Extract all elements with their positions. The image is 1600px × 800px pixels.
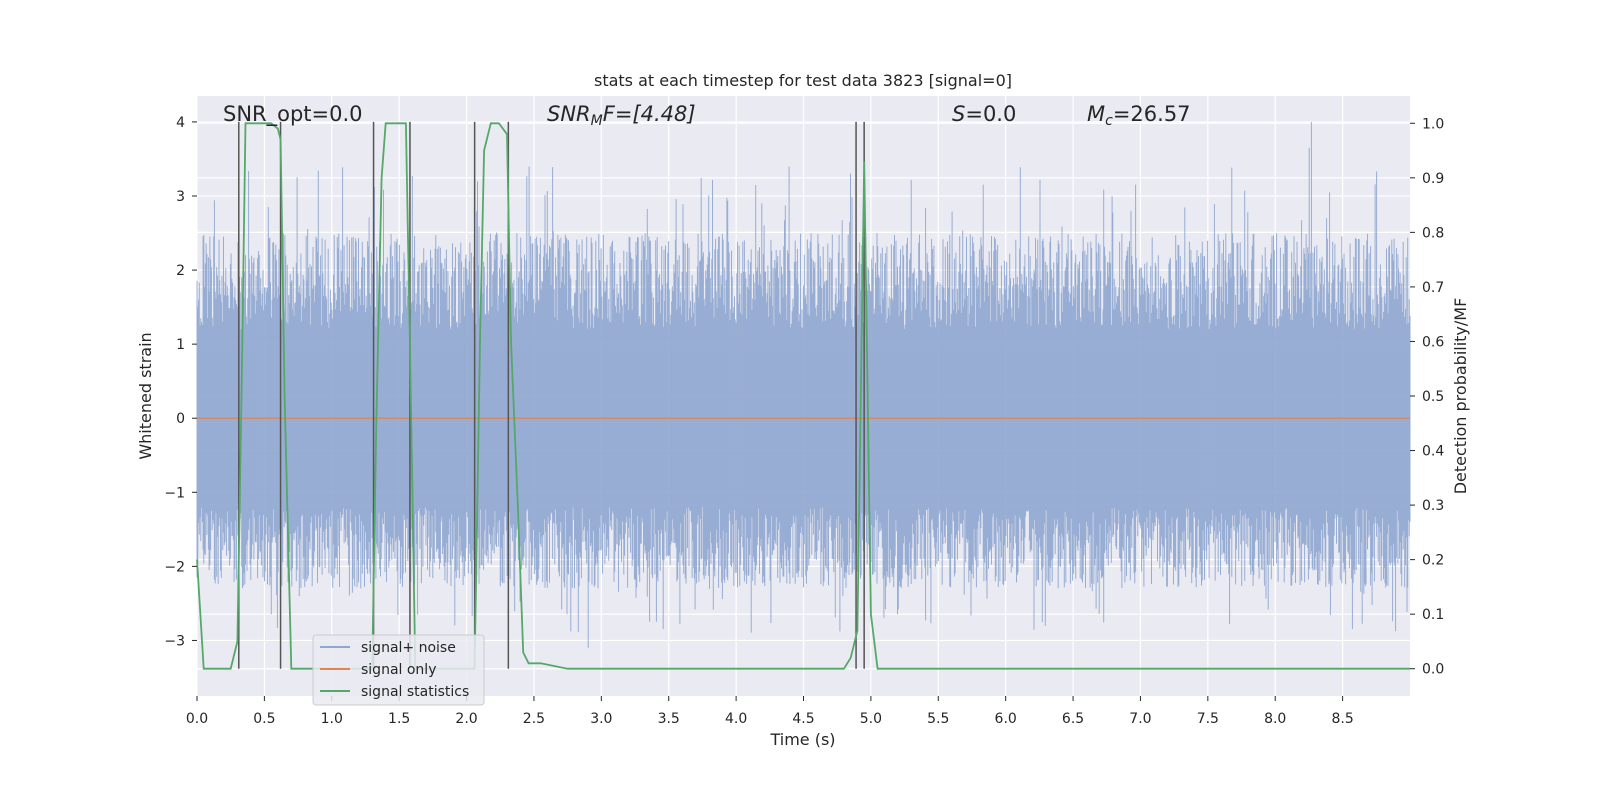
y-right-tick-label: 0.2 <box>1422 553 1444 569</box>
x-tick-label: 7.0 <box>1129 711 1151 727</box>
x-axis-ticks: 0.0 0.5 1.0 1.5 2.0 2.5 3.0 3.5 4.0 4.5 5.0 5.5 6.0 6… <box>186 696 1354 727</box>
noise-trace <box>196 121 1411 648</box>
signal-plus-noise-series <box>196 121 1411 648</box>
x-tick-label: 3.5 <box>658 711 680 727</box>
y-right-tick-label: 0.4 <box>1422 444 1444 460</box>
x-tick-label: 6.0 <box>995 711 1017 727</box>
y-right-tick-label: 0.0 <box>1422 662 1444 678</box>
x-tick-label: 1.5 <box>388 711 410 727</box>
y-tick-label: 4 <box>176 115 185 131</box>
y-tick-label: 2 <box>176 263 185 279</box>
y-tick-label: 1 <box>176 337 185 353</box>
y-tick-label: 3 <box>176 189 185 205</box>
x-tick-label: 3.0 <box>590 711 612 727</box>
x-tick-label: 1.0 <box>321 711 343 727</box>
y-right-axis-ticks: 0.0 0.1 0.2 0.3 0.4 0.5 0.6 0.7 0.8 0.9 1.0 <box>1410 116 1444 678</box>
x-tick-label: 2.0 <box>455 711 477 727</box>
x-tick-label: 5.5 <box>927 711 949 727</box>
x-axis-label: Time (s) <box>769 730 835 749</box>
y-right-tick-label: 0.8 <box>1422 225 1444 241</box>
y-right-tick-label: 0.1 <box>1422 607 1444 623</box>
legend: signal+ noise signal only signal statist… <box>312 634 485 706</box>
legend-box <box>312 634 485 706</box>
y-tick-label: −1 <box>164 485 185 501</box>
chart-title: stats at each timestep for test data 382… <box>594 71 1012 90</box>
x-tick-label: 0.0 <box>186 711 208 727</box>
y-axis-label: Whitened strain <box>136 332 155 459</box>
y-tick-label: −3 <box>164 633 185 649</box>
x-tick-label: 4.5 <box>792 711 814 727</box>
y-right-tick-label: 0.7 <box>1422 280 1444 296</box>
y-right-tick-label: 0.9 <box>1422 171 1444 187</box>
y-right-tick-label: 0.5 <box>1422 389 1444 405</box>
y-tick-label: 0 <box>176 411 185 427</box>
x-tick-label: 5.0 <box>860 711 882 727</box>
x-tick-label: 8.0 <box>1264 711 1286 727</box>
x-tick-label: 8.5 <box>1331 711 1353 727</box>
y-right-tick-label: 1.0 <box>1422 116 1444 132</box>
annotation-mc: Mc=26.57 <box>1087 102 1191 129</box>
y-right-tick-label: 0.3 <box>1422 498 1444 514</box>
y-axis-ticks: −3 −2 −1 0 1 2 3 4 <box>164 115 197 649</box>
x-tick-label: 7.5 <box>1197 711 1219 727</box>
y-tick-label: −2 <box>164 559 185 575</box>
x-tick-label: 4.0 <box>725 711 747 727</box>
legend-label-signal-only: signal only <box>361 662 436 678</box>
x-tick-label: 6.5 <box>1062 711 1084 727</box>
annotation-snr-mf: SNRMF=[4.48] <box>547 102 696 129</box>
x-tick-label: 2.5 <box>523 711 545 727</box>
y-right-tick-label: 0.6 <box>1422 334 1444 350</box>
x-tick-label: 0.5 <box>253 711 275 727</box>
annotation-snr-opt: SNR_opt=0.0 <box>223 102 363 127</box>
annotation-s: S=0.0 <box>952 102 1016 126</box>
legend-label-noise: signal+ noise <box>361 640 456 656</box>
y-right-axis-label: Detection probability/MF <box>1451 298 1470 495</box>
legend-label-statistics: signal statistics <box>361 684 469 700</box>
